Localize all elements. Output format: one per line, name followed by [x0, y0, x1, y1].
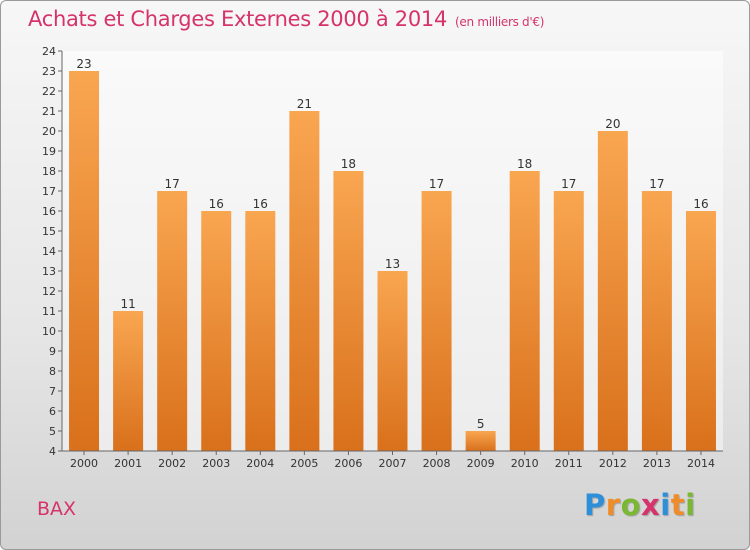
y-tick-label: 13	[42, 265, 56, 278]
bar-value-label: 16	[253, 197, 268, 211]
bar-2010	[509, 171, 540, 451]
y-tick-label: 5	[49, 425, 56, 438]
bar-value-label: 16	[693, 197, 708, 211]
bar-value-label: 17	[649, 177, 664, 191]
x-tick-label: 2010	[511, 457, 539, 470]
y-tick-label: 22	[42, 85, 56, 98]
y-tick-label: 19	[42, 145, 56, 158]
bar-2005	[289, 111, 320, 451]
x-axis: 2000 2001 2002 2003 2004 2005 2006 2007 2008 2009…	[62, 450, 723, 470]
x-tick-label: 2002	[158, 457, 186, 470]
x-tick-label: 2003	[202, 457, 230, 470]
x-tick-label: 2001	[114, 457, 142, 470]
bar-2001	[113, 311, 144, 451]
bar-value-label: 20	[605, 117, 620, 131]
y-axis: 4 5 6 7 8 9 10 11 12 13 14 15 16 17 18 19 20 21 22 23 24	[42, 45, 63, 458]
y-tick-label: 17	[42, 185, 56, 198]
location-label: BAX	[37, 498, 77, 520]
bar-value-label: 11	[120, 297, 135, 311]
y-tick-label: 20	[42, 125, 56, 138]
y-tick-label: 12	[42, 285, 56, 298]
bar-2003	[201, 211, 232, 451]
x-tick-label: 2005	[290, 457, 318, 470]
bar-value-label: 18	[517, 157, 532, 171]
y-tick-label: 18	[42, 165, 56, 178]
chart-title-text: Achats et Charges Externes 2000 à 2014	[28, 7, 448, 31]
x-tick-label: 2013	[643, 457, 671, 470]
bar-2013	[641, 191, 672, 451]
bar-2002	[157, 191, 188, 451]
x-tick-label: 2006	[334, 457, 362, 470]
y-tick-label: 6	[49, 405, 56, 418]
bar-value-label: 21	[297, 97, 312, 111]
y-tick-label: 10	[42, 325, 56, 338]
bar-value-label: 5	[477, 417, 485, 431]
bar-2014	[685, 211, 716, 451]
x-tick-label: 2011	[555, 457, 583, 470]
bar-2000	[69, 71, 100, 451]
y-tick-label: 11	[42, 305, 56, 318]
logo-letter: t	[670, 488, 686, 522]
logo-letter: i	[685, 488, 696, 522]
x-tick-label: 2009	[467, 457, 495, 470]
bar-value-label: 17	[165, 177, 180, 191]
x-tick-label: 2004	[246, 457, 274, 470]
bar-2009	[465, 431, 496, 451]
bar-value-label: 16	[209, 197, 224, 211]
chart-title: Achats et Charges Externes 2000 à 2014 (e…	[28, 7, 544, 31]
y-tick-label: 16	[42, 205, 56, 218]
x-tick-label: 2014	[687, 457, 715, 470]
bar-2004	[245, 211, 276, 451]
bar-value-label: 13	[385, 257, 400, 271]
logo-letter: i	[660, 488, 671, 522]
x-tick-label: 2008	[423, 457, 451, 470]
logo-letter: r	[605, 488, 621, 522]
bar-value-label: 17	[429, 177, 444, 191]
y-tick-label: 8	[49, 365, 56, 378]
bar-value-label: 23	[76, 57, 91, 71]
logo-letter: P	[584, 488, 606, 522]
bar-2012	[597, 131, 628, 451]
bars-group: 23 11 17 16 16 21 18 13 17 5 18 17 20 17 16	[69, 57, 716, 451]
y-tick-label: 23	[42, 65, 56, 78]
y-tick-label: 7	[49, 385, 56, 398]
x-tick-label: 2007	[379, 457, 407, 470]
y-tick-label: 24	[42, 45, 56, 58]
proxiti-logo: Proxiti	[584, 488, 696, 522]
bar-value-label: 18	[341, 157, 356, 171]
y-tick-label: 21	[42, 105, 56, 118]
y-tick-label: 14	[42, 245, 56, 258]
bar-2006	[333, 171, 364, 451]
x-tick-label: 2000	[70, 457, 98, 470]
bar-2011	[553, 191, 584, 451]
y-tick-label: 9	[49, 345, 56, 358]
logo-letter: x	[641, 488, 661, 522]
bar-value-label: 17	[561, 177, 576, 191]
bar-2007	[377, 271, 408, 451]
chart-subtitle: (en milliers d'€)	[455, 15, 545, 29]
logo-letter: o	[620, 488, 642, 522]
y-tick-label: 15	[42, 225, 56, 238]
x-tick-label: 2012	[599, 457, 627, 470]
bar-2008	[421, 191, 452, 451]
y-tick-label: 4	[49, 445, 56, 458]
